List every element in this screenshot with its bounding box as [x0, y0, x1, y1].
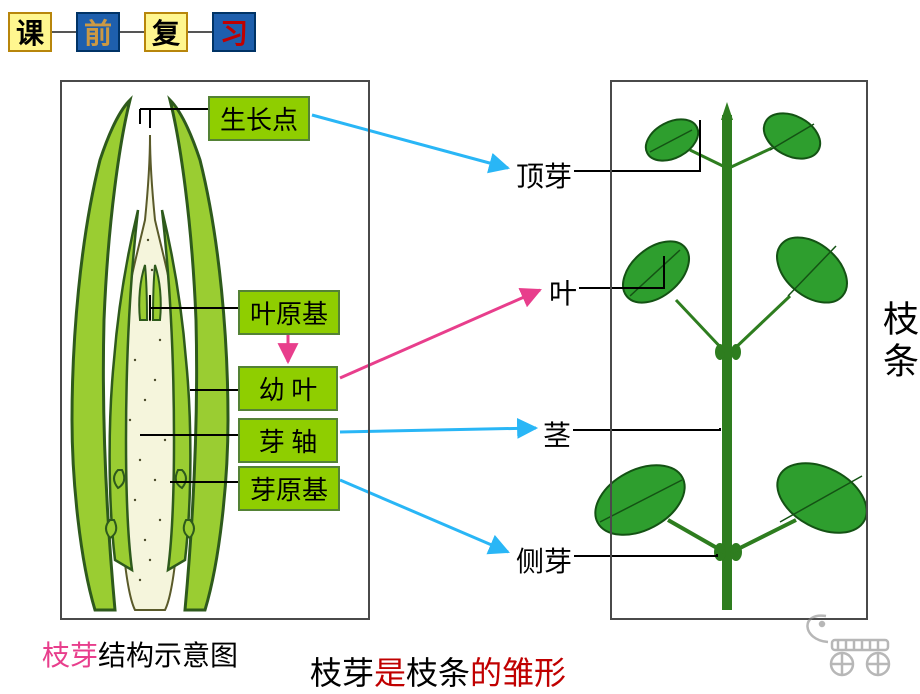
- label-bud_primordium: 芽原基: [238, 466, 340, 511]
- label-lateral_bud: 侧芽: [516, 540, 572, 580]
- banner-connector: [188, 31, 212, 33]
- label-growing_point: 生长点: [208, 96, 310, 141]
- label-leaf_primordium: 叶原基: [238, 290, 340, 335]
- banner-connector: [52, 31, 76, 33]
- label-young_leaf: 幼 叶: [238, 366, 338, 411]
- banner-char-4: 习: [212, 12, 256, 52]
- decorative-doodle-icon: [792, 602, 912, 682]
- bottom-caption: 枝芽是枝条的雏形: [310, 648, 566, 694]
- banner-connector: [120, 31, 144, 33]
- label-apical_bud: 顶芽: [516, 155, 572, 195]
- banner-char-2: 前: [76, 12, 120, 52]
- banner-char-1: 课: [8, 12, 52, 52]
- banner-char-3: 复: [144, 12, 188, 52]
- label-bud_axis: 芽 轴: [238, 418, 338, 463]
- shoot-diagram-border: [610, 80, 868, 620]
- left-caption: 枝芽结构示意图: [42, 634, 238, 674]
- label-stem: 茎: [543, 414, 571, 454]
- bud-diagram-border: [60, 80, 370, 620]
- label-leaf: 叶: [549, 272, 577, 312]
- shoot-vertical-label: 枝条: [872, 300, 920, 384]
- lesson-banner: 课 前 复 习: [8, 12, 256, 52]
